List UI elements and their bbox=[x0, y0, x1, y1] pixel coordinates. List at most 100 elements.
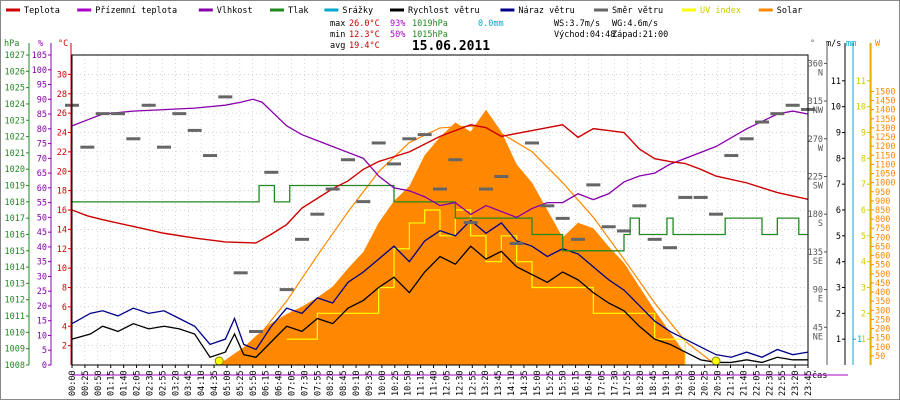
legend-label: UV index bbox=[700, 6, 741, 16]
unit-deg: °C bbox=[58, 39, 68, 49]
winddir-axis-label: 45 bbox=[813, 323, 823, 333]
legend-label: Teplota bbox=[24, 6, 60, 16]
solar-axis-label: 900 bbox=[875, 197, 890, 207]
temperature-axis-label: 14 bbox=[57, 225, 67, 235]
uv-axis-label: 2 bbox=[861, 309, 866, 319]
stats-wg: WG:4.6m/s bbox=[612, 19, 658, 29]
winddir-axis-dir-label: SW bbox=[813, 181, 824, 191]
humidity-axis-label: 100 bbox=[32, 66, 47, 76]
uv-axis-label: 4 bbox=[861, 258, 866, 268]
humidity-axis-label: 25 bbox=[37, 287, 47, 297]
x-tick-label: 18:45 bbox=[649, 370, 659, 396]
x-tick-label: 04:35 bbox=[210, 370, 220, 396]
wind-gust-line bbox=[71, 219, 809, 358]
x-tick-label: 04:10 bbox=[197, 370, 207, 396]
x-tick-label: 11:15 bbox=[417, 370, 427, 396]
wind-axis-label: 6 bbox=[836, 206, 841, 216]
winddir-axis-label: 225 bbox=[808, 172, 823, 182]
axes: 1008100910101011101210131014101510161017… bbox=[5, 43, 895, 371]
wind-dir-mark bbox=[509, 242, 524, 246]
wind-dir-mark bbox=[755, 120, 769, 124]
wind-dir-mark bbox=[141, 103, 156, 107]
wind-dir-mark bbox=[663, 246, 677, 250]
humidity-axis-label: 70 bbox=[37, 154, 47, 164]
humidity-axis-label: 30 bbox=[37, 272, 47, 282]
humidity-axis-label: 35 bbox=[37, 258, 47, 268]
humidity-axis-label: 20 bbox=[37, 302, 47, 312]
humidity-axis-label: 50 bbox=[37, 213, 47, 223]
x-tick-label: 00:25 bbox=[81, 370, 91, 396]
wind-dir-mark bbox=[525, 141, 539, 145]
temperature-axis-label: 24 bbox=[57, 129, 67, 139]
legend-label: Náraz větru bbox=[518, 6, 574, 16]
x-tick-label: 16:40 bbox=[584, 370, 594, 396]
wind-dir-mark bbox=[448, 158, 463, 162]
pressure-axis-label: 1016 bbox=[5, 230, 25, 240]
x-tick-label: 17:30 bbox=[610, 370, 620, 396]
humidity-axis-label: 85 bbox=[37, 110, 47, 120]
wind-dir-mark bbox=[540, 204, 555, 208]
pressure-axis-label: 1017 bbox=[5, 214, 25, 224]
humidity-axis-label: 60 bbox=[37, 184, 47, 194]
legend-label: Rychlost větru bbox=[408, 6, 480, 16]
pressure-axis-label: 1014 bbox=[5, 263, 25, 273]
humidity-axis-label: 5 bbox=[42, 346, 47, 356]
wind-dir-mark bbox=[279, 288, 294, 292]
solar-axis-label: 950 bbox=[875, 188, 890, 198]
solar-axis-label: 200 bbox=[875, 325, 890, 335]
temperature-axis-label: 30 bbox=[57, 70, 67, 80]
x-tick-label: 11:40 bbox=[430, 370, 440, 396]
wind-dir-mark bbox=[95, 112, 110, 116]
solar-axis-label: 450 bbox=[875, 279, 890, 289]
solar-axis-label: 1450 bbox=[875, 97, 895, 107]
wind-dir-mark bbox=[310, 212, 325, 216]
x-tick-label: 16:15 bbox=[572, 370, 582, 396]
sun-marker bbox=[214, 356, 224, 366]
x-tick-label: 17:05 bbox=[597, 370, 607, 396]
x-tick-label: 03:20 bbox=[171, 370, 181, 396]
plot-frame bbox=[71, 54, 809, 366]
stats-max-label: max bbox=[330, 19, 345, 29]
wind-dir-mark bbox=[647, 237, 662, 241]
x-tick-label: 12:30 bbox=[455, 370, 465, 396]
wind-dir-mark bbox=[417, 133, 432, 137]
winddir-axis-dir-label: NE bbox=[813, 332, 823, 342]
wind-dir-mark bbox=[371, 141, 386, 145]
x-tick-label: 12:55 bbox=[468, 370, 478, 396]
solar-axis-label: 1050 bbox=[875, 170, 895, 180]
pressure-axis-label: 1023 bbox=[5, 116, 25, 126]
wind-axis-label: 1 bbox=[836, 335, 841, 345]
solar-axis-label: 150 bbox=[875, 334, 890, 344]
humidity-axis-label: 75 bbox=[37, 140, 47, 150]
solar-axis-label: 50 bbox=[875, 352, 885, 362]
wind-axis-label: 7 bbox=[836, 180, 841, 190]
humidity-axis-label: 10 bbox=[37, 331, 47, 341]
wind-axis-label: 10 bbox=[831, 103, 841, 113]
wind-dir-mark bbox=[325, 187, 340, 191]
wind-dir-mark bbox=[785, 103, 800, 107]
x-tick-label: 13:45 bbox=[494, 370, 504, 396]
pressure-axis-label: 1022 bbox=[5, 133, 25, 143]
humidity-axis-label: 55 bbox=[37, 199, 47, 209]
wind-axis-label: 2 bbox=[836, 309, 841, 319]
uv-axis-label: 10 bbox=[856, 103, 866, 113]
wind-dir-mark bbox=[678, 195, 693, 199]
humidity-axis-label: 40 bbox=[37, 243, 47, 253]
solar-series bbox=[219, 109, 686, 366]
pressure-axis-label: 1011 bbox=[5, 312, 25, 322]
x-tick-label: 08:20 bbox=[326, 370, 336, 396]
solar-axis-label: 800 bbox=[875, 215, 890, 225]
x-tick-label: 09:10 bbox=[352, 370, 362, 396]
solar-axis-label: 350 bbox=[875, 297, 890, 307]
uv-axis-label: 8 bbox=[861, 154, 866, 164]
solar-axis-label: 250 bbox=[875, 315, 890, 325]
x-tick-label: 06:15 bbox=[262, 370, 272, 396]
temperature-axis-label: 26 bbox=[57, 109, 67, 119]
x-tick-label: 23:20 bbox=[791, 370, 801, 396]
wind-dir-mark bbox=[433, 187, 447, 191]
wind-dir-mark bbox=[770, 112, 785, 116]
solar-axis-label: 100 bbox=[875, 343, 890, 353]
solar-axis-label: 700 bbox=[875, 233, 890, 243]
solar-axis-label: 1500 bbox=[875, 87, 895, 97]
